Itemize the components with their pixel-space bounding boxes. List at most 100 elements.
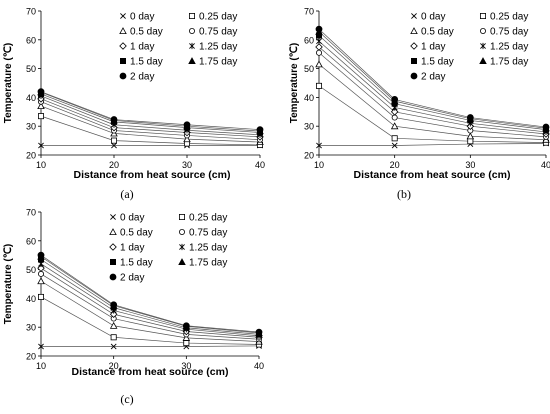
legend-item: 0.5 day <box>119 27 163 38</box>
y-axis-label: Temperature (℃) <box>3 43 14 124</box>
x-tick-label: 30 <box>182 160 192 170</box>
legend-item: 1 day <box>119 42 154 53</box>
legend-label: 1.25 day <box>490 42 528 53</box>
legend-label: 1.75 day <box>199 57 237 68</box>
legend-label: 0.75 day <box>490 27 528 38</box>
series-line <box>41 345 260 347</box>
series-2-day <box>37 251 263 336</box>
data-point <box>37 251 45 259</box>
series-1.75-day <box>37 88 264 135</box>
series-0.25-day <box>38 293 262 348</box>
legend-item: 1.25 day <box>179 243 227 254</box>
x-tick-label: 40 <box>254 361 264 371</box>
data-point <box>38 293 45 300</box>
series-line <box>40 95 261 136</box>
legend-item: 0.5 day <box>109 228 153 239</box>
legend-item: 0.75 day <box>479 27 528 38</box>
data-point <box>391 96 399 103</box>
legend-item: 1.5 day <box>120 57 163 68</box>
y-tick-label: 30 <box>26 122 36 132</box>
series-line <box>318 40 547 133</box>
legend-item: 1 day <box>109 243 144 254</box>
legend: 0 day 0.25 day 0.5 day 0.75 day 1 day 1.25 da… <box>410 12 528 83</box>
series-line <box>40 267 260 338</box>
y-tick-label: 70 <box>26 7 36 17</box>
legend-item: 1.5 day <box>410 57 454 68</box>
legend-marker <box>188 12 195 19</box>
legend-item: 1.5 day <box>110 258 153 269</box>
y-tick-label: 30 <box>304 122 314 132</box>
x-tick-label: 30 <box>465 160 475 170</box>
series-0.5-day <box>37 277 263 345</box>
data-point <box>37 102 45 110</box>
y-tick-label: 50 <box>304 64 314 74</box>
legend-item: 0 day <box>110 213 144 224</box>
data-point <box>37 264 45 272</box>
legend-marker <box>109 243 117 251</box>
legend-label: 0 day <box>120 213 144 224</box>
data-point <box>111 142 117 149</box>
legend-marker <box>119 42 127 50</box>
data-point <box>256 126 264 134</box>
data-point <box>315 82 322 89</box>
series-0-day <box>38 142 263 149</box>
data-point <box>255 328 263 336</box>
legend-item: 0 day <box>411 12 445 23</box>
legend-marker <box>109 228 117 236</box>
legend: 0 day 0.25 day 0.5 day 0.75 day 1 day 1.25 da… <box>109 213 227 284</box>
x-tick-label: 10 <box>314 160 324 170</box>
legend-item: 1.75 day <box>178 258 227 269</box>
series-line <box>318 35 547 131</box>
legend-label: 0.25 day <box>490 12 528 23</box>
series-0.25-day <box>315 82 550 146</box>
series-line <box>40 93 261 133</box>
x-axis-label: Distance from heat source (cm) <box>74 169 231 181</box>
legend-label: 1.75 day <box>189 258 227 269</box>
legend-label: 0 day <box>421 12 445 23</box>
x-axis-label: Distance from heat source (cm) <box>354 169 511 181</box>
y-tick-label: 20 <box>26 352 36 362</box>
data-point <box>110 301 118 309</box>
series-line <box>40 280 260 342</box>
data-point <box>467 138 474 145</box>
legend-item: 1.75 day <box>479 57 528 68</box>
legend-item: 0.25 day <box>479 12 528 23</box>
legend-marker <box>120 13 126 19</box>
x-tick-label: 20 <box>390 160 400 170</box>
legend-marker <box>120 58 127 65</box>
data-point <box>37 88 45 96</box>
y-tick-label: 60 <box>26 35 36 45</box>
legend-item: 0.25 day <box>188 12 237 23</box>
x-tick-label: 10 <box>36 160 46 170</box>
panel-caption: (a) <box>120 187 133 201</box>
data-point <box>38 343 44 350</box>
legend-marker <box>479 27 486 34</box>
x-tick-label: 40 <box>255 160 265 170</box>
y-tick-label: 40 <box>304 93 314 103</box>
legend-label: 1 day <box>120 243 144 254</box>
legend-label: 0.25 day <box>189 213 227 224</box>
x-tick-label: 20 <box>109 361 119 371</box>
legend-label: 1.25 day <box>199 42 237 53</box>
data-point <box>316 142 322 149</box>
y-tick-label: 60 <box>26 236 36 246</box>
x-axis-label: Distance from heat source (cm) <box>72 366 229 378</box>
data-point <box>390 108 399 116</box>
series-1.25-day <box>38 92 263 138</box>
legend-item: 1.25 day <box>480 42 528 53</box>
legend-marker <box>188 27 195 34</box>
series-line <box>40 296 260 345</box>
series-1.25-day <box>316 38 549 136</box>
series-line <box>318 31 547 129</box>
series-line <box>318 52 547 138</box>
legend-marker <box>109 273 117 281</box>
legend-label: 2 day <box>421 72 445 83</box>
series-line <box>40 101 261 141</box>
series-line <box>318 64 547 141</box>
legend-label: 0.5 day <box>120 228 153 239</box>
legend-marker <box>479 57 487 64</box>
legend-label: 0.5 day <box>130 27 163 38</box>
